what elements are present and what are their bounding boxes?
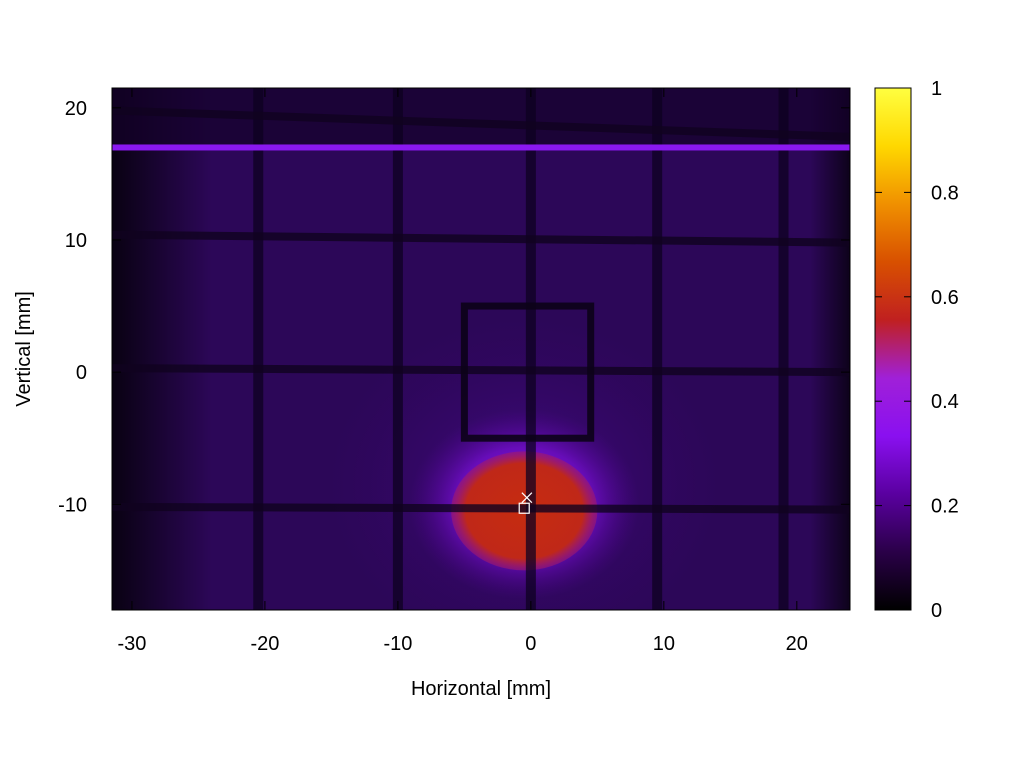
y-tick-label: 10 xyxy=(65,230,87,252)
y-tick-label: 0 xyxy=(76,362,87,384)
colorbar-tick-label: 1 xyxy=(931,78,942,100)
y-axis-label: Vertical [mm] xyxy=(13,291,35,407)
x-axis-label: Horizontal [mm] xyxy=(411,678,551,700)
axis-ticks: -30 -20 -10 0 10 20 20 10 0 -10 xyxy=(58,88,850,655)
y-tick-label: 20 xyxy=(65,98,87,120)
markers xyxy=(518,492,533,514)
marker-square xyxy=(518,502,530,514)
colorbar-tick-label: 0 xyxy=(931,600,942,622)
shadow-horizontal-line xyxy=(112,502,850,514)
shadow-vertical-line xyxy=(392,88,403,610)
y-tick-label: -10 xyxy=(58,494,87,516)
x-tick-label: -10 xyxy=(383,633,412,655)
heatmap-area xyxy=(112,88,850,610)
x-tick-label: -20 xyxy=(250,633,279,655)
shadow-vertical-line xyxy=(253,88,264,610)
x-tick-label: 0 xyxy=(525,633,536,655)
colorbar xyxy=(874,87,912,611)
heatmap-right-edge xyxy=(810,88,850,610)
shadow-vertical-line xyxy=(652,88,663,610)
colorbar-tick-label: 0.8 xyxy=(931,182,959,204)
shadow-horizontal-line xyxy=(112,106,850,141)
x-tick-label: 20 xyxy=(786,633,808,655)
target-frame xyxy=(460,302,595,442)
x-tick-label: -30 xyxy=(117,633,146,655)
plot-frame xyxy=(111,87,851,611)
colorbar-tick-label: 0.6 xyxy=(931,287,959,309)
colorbar-tick-label: 0.4 xyxy=(931,391,959,413)
shadow-horizontal-line xyxy=(112,230,850,247)
shadow-vertical-line xyxy=(778,88,789,610)
bright-line xyxy=(112,144,850,151)
shadow-horizontal-line xyxy=(112,364,850,377)
colorbar-ticks: 0 0.2 0.4 0.6 0.8 1 xyxy=(875,78,959,622)
colorbar-tick-label: 0.2 xyxy=(931,496,959,518)
heatmap-left-edge xyxy=(112,88,212,610)
shadow-vertical-line xyxy=(525,88,536,610)
x-tick-label: 10 xyxy=(653,633,675,655)
marker-cross xyxy=(521,492,533,504)
